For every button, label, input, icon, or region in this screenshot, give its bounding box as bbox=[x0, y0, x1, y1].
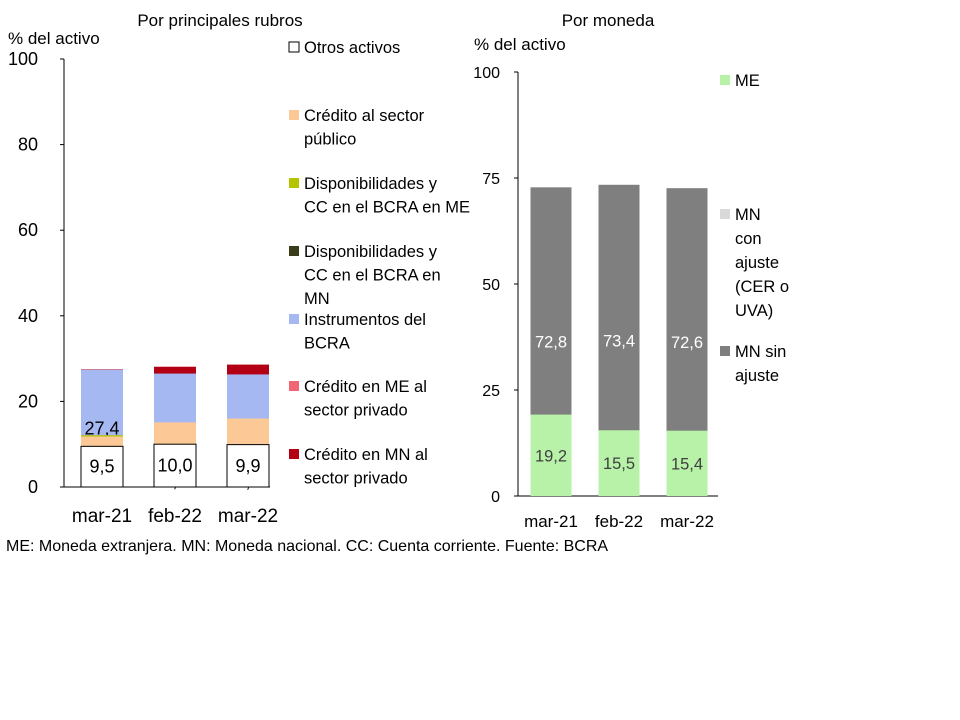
legend-label: BCRA bbox=[304, 335, 350, 353]
data-label: 15,5 bbox=[603, 455, 635, 473]
chart1-ylabel: % del activo bbox=[8, 29, 100, 48]
data-label: 9,5 bbox=[89, 457, 114, 477]
legend-swatch bbox=[720, 209, 730, 219]
y-tick-label: 100 bbox=[473, 65, 500, 82]
data-label: 73,4 bbox=[603, 332, 635, 350]
legend-label: con bbox=[735, 230, 762, 248]
legend-label: sector privado bbox=[304, 470, 408, 488]
legend-label: público bbox=[304, 131, 356, 149]
legend-swatch bbox=[289, 110, 299, 120]
bar-segment bbox=[226, 444, 270, 488]
bar-segment bbox=[530, 414, 572, 496]
chart1-title: Por principales rubros bbox=[137, 11, 302, 30]
legend-swatch bbox=[720, 75, 730, 85]
legend-swatch bbox=[289, 314, 299, 324]
legend-swatch bbox=[289, 178, 299, 188]
data-label: 72,6 bbox=[671, 334, 703, 352]
y-tick-label: 60 bbox=[18, 220, 38, 240]
footnote: ME: Moneda extranjera. MN: Moneda nacion… bbox=[6, 538, 608, 555]
legend-label: (CER o bbox=[735, 278, 789, 296]
legend-swatch bbox=[720, 346, 730, 356]
legend-label: Disponibilidades y bbox=[304, 243, 438, 261]
y-tick-label: 40 bbox=[18, 306, 38, 326]
y-tick-label: 80 bbox=[18, 135, 38, 155]
legend-label: Crédito en MN al bbox=[304, 446, 428, 464]
x-category-label: mar-21 bbox=[524, 512, 578, 531]
x-category-label: mar-21 bbox=[72, 506, 132, 527]
x-category-label: feb-22 bbox=[148, 506, 202, 527]
data-label: 9,9 bbox=[235, 456, 260, 476]
legend-label: MN bbox=[304, 290, 330, 308]
legend-swatch bbox=[289, 381, 299, 391]
legend-swatch bbox=[289, 246, 299, 256]
bar-segment bbox=[598, 430, 640, 496]
legend-label: Otros activos bbox=[304, 39, 400, 57]
legend-label: ajuste bbox=[735, 254, 779, 272]
legend-label: UVA) bbox=[735, 302, 773, 320]
chart-por-principales-rubros: Por principales rubros % del activo 0 20 4… bbox=[8, 11, 470, 527]
y-tick-label: 100 bbox=[8, 49, 38, 69]
y-tick-label: 50 bbox=[482, 277, 500, 294]
legend-label: Crédito al sector bbox=[304, 107, 425, 125]
y-tick-label: 25 bbox=[482, 383, 500, 400]
x-category-label: mar-22 bbox=[218, 506, 278, 527]
bar-segment bbox=[666, 430, 708, 496]
bar-segment bbox=[153, 443, 197, 488]
legend-label: ajuste bbox=[735, 367, 779, 385]
legend-label: CC en el BCRA en bbox=[304, 267, 441, 285]
data-label: 72,8 bbox=[535, 334, 567, 352]
bar-segment bbox=[80, 445, 124, 488]
x-category-label: mar-22 bbox=[660, 512, 714, 531]
data-label: 15,4 bbox=[671, 455, 703, 473]
legend-label: CC en el BCRA en ME bbox=[304, 199, 470, 217]
y-tick-label: 0 bbox=[28, 477, 38, 497]
data-label: 10,0 bbox=[157, 456, 192, 476]
legend-swatch bbox=[289, 449, 299, 459]
chart-por-moneda: Por moneda % del activo 0 25 50 75 100 mar-21… bbox=[473, 11, 789, 531]
legend-label: Crédito en ME al bbox=[304, 378, 427, 396]
chart2-ylabel: % del activo bbox=[474, 35, 566, 54]
legend-swatch bbox=[288, 41, 300, 53]
legend-label: ME bbox=[735, 72, 760, 90]
y-tick-label: 20 bbox=[18, 391, 38, 411]
chart2-title: Por moneda bbox=[562, 11, 655, 30]
y-tick-label: 0 bbox=[491, 489, 500, 506]
legend-label: Disponibilidades y bbox=[304, 175, 438, 193]
y-tick-label: 75 bbox=[482, 171, 500, 188]
x-category-label: feb-22 bbox=[595, 512, 643, 531]
data-label: 19,2 bbox=[535, 447, 567, 465]
legend-label: Instrumentos del bbox=[304, 311, 426, 329]
legend-label: sector privado bbox=[304, 402, 408, 420]
legend-label: MN sin bbox=[735, 343, 786, 361]
data-label: 27,4 bbox=[84, 418, 119, 438]
legend-label: MN bbox=[735, 206, 761, 224]
